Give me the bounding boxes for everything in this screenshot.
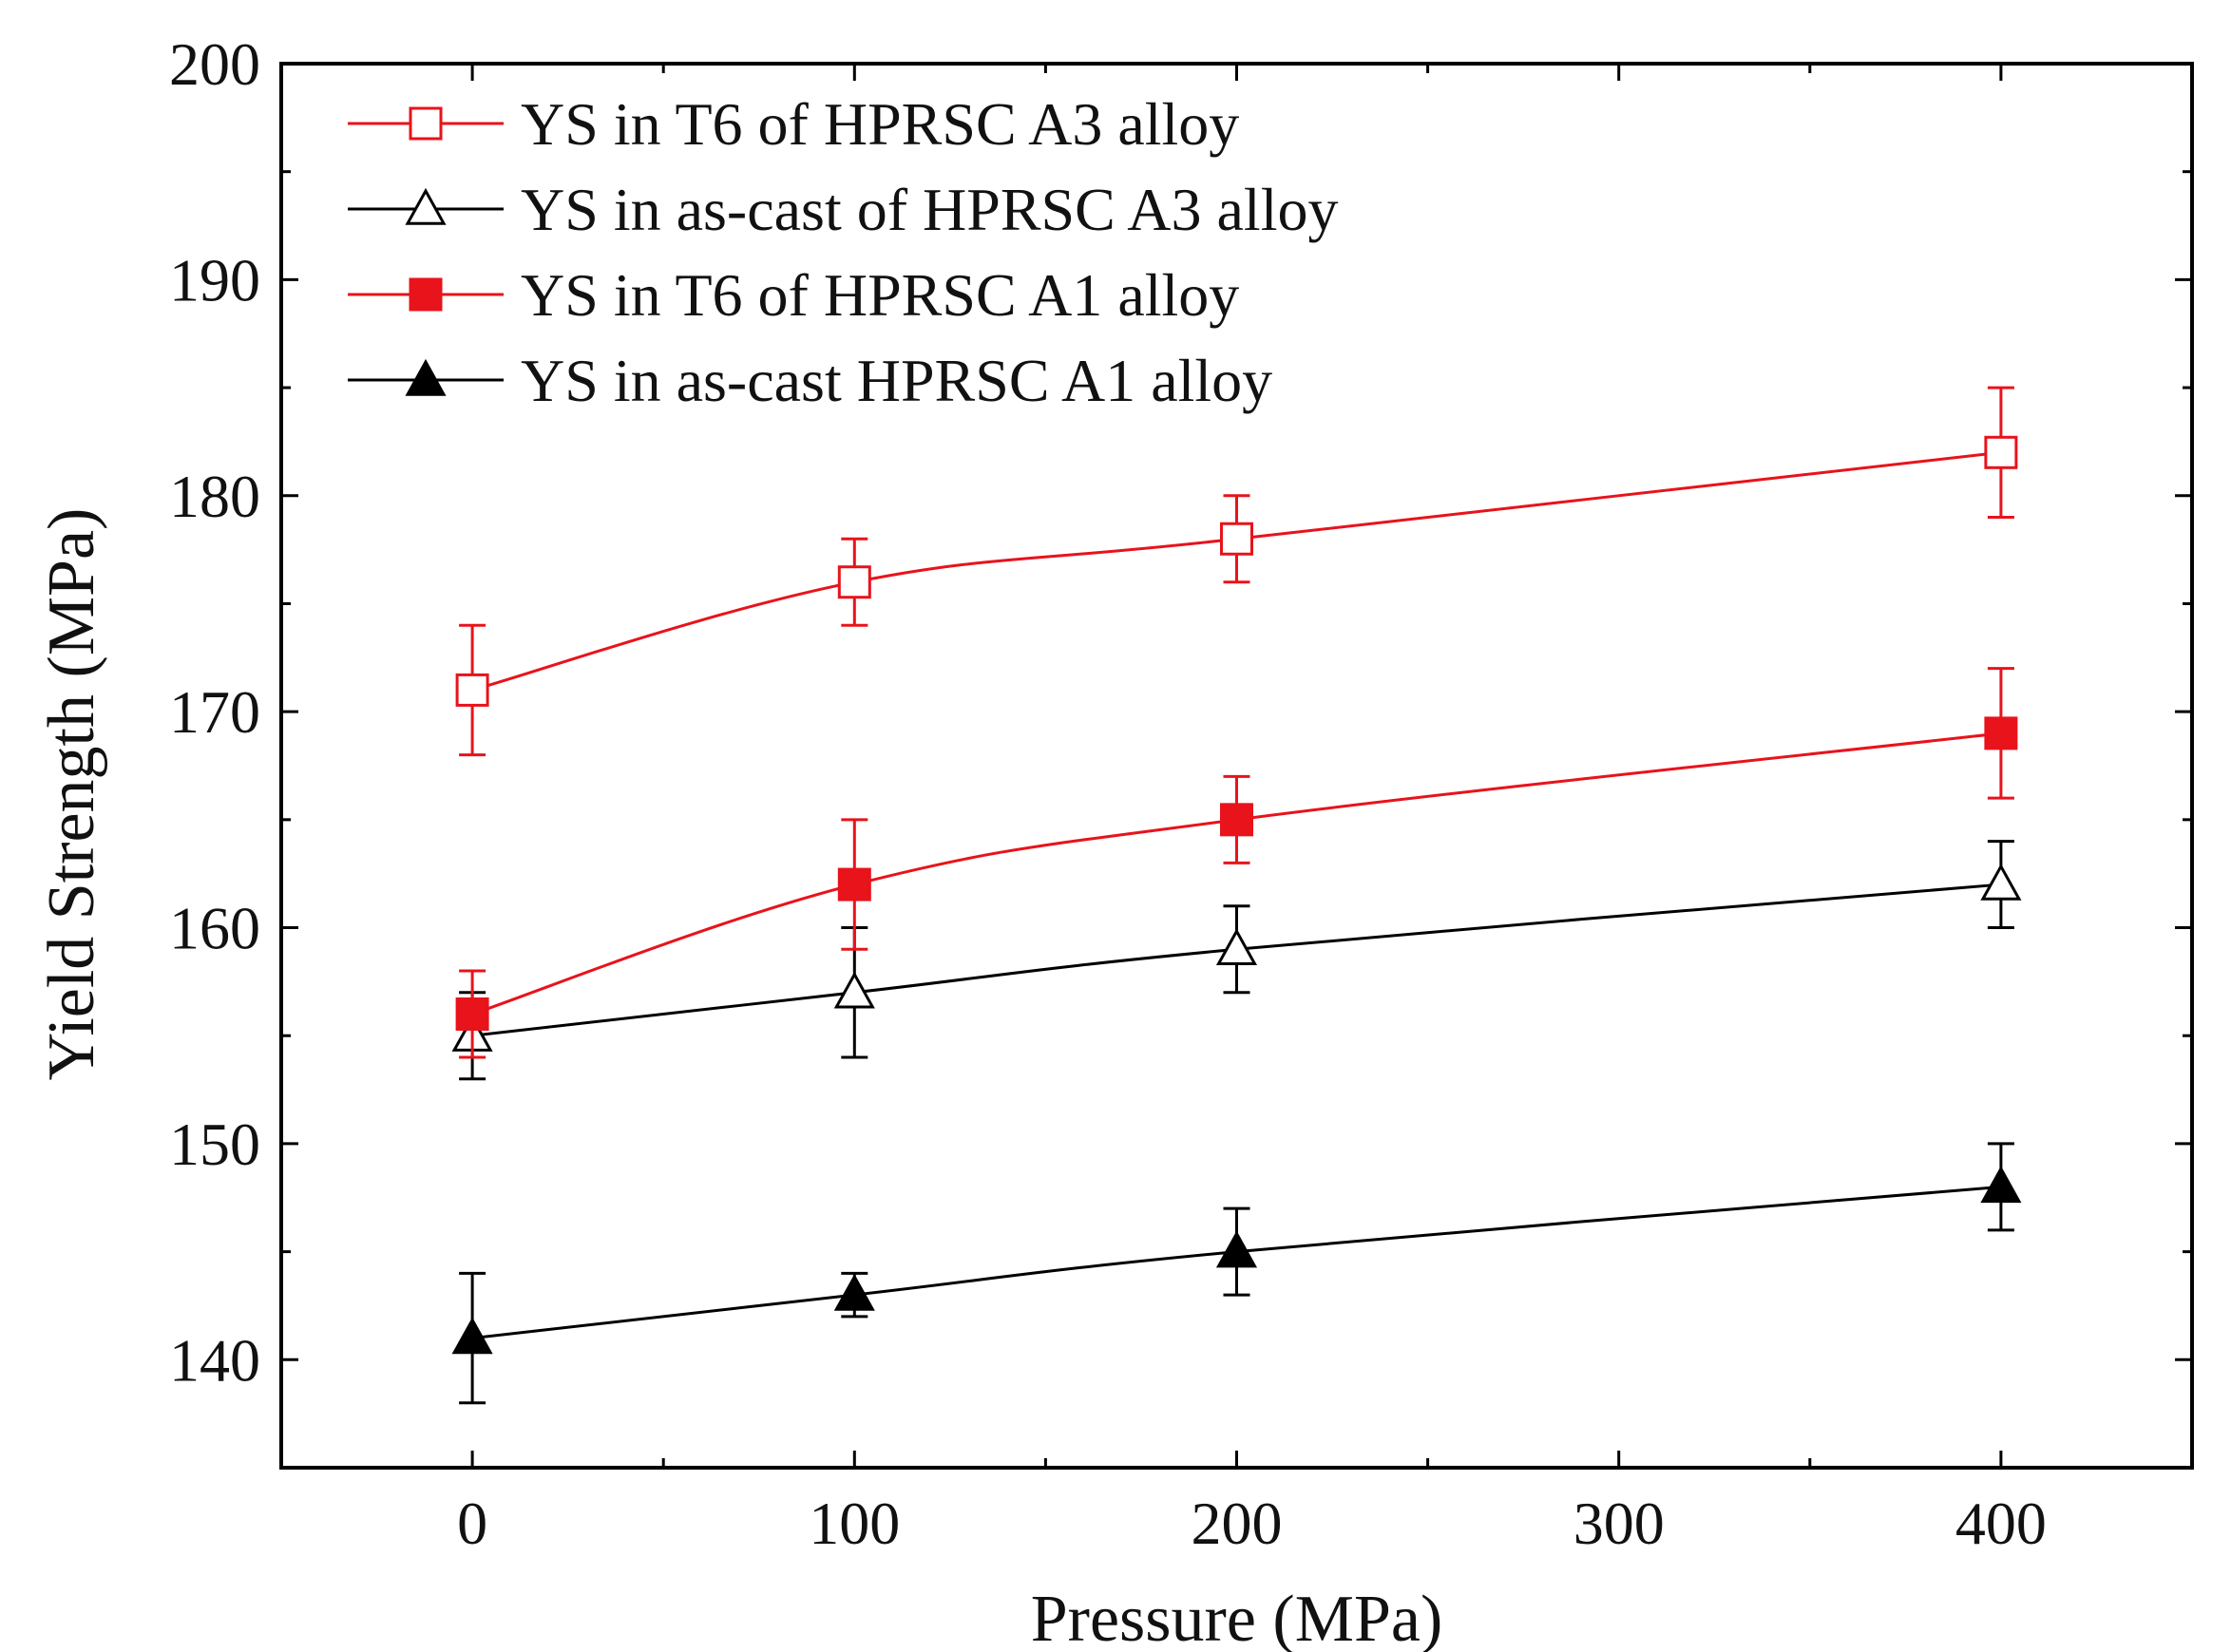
data-point	[833, 1274, 875, 1311]
legend-marker	[405, 187, 447, 225]
data-point	[455, 673, 489, 707]
y-tick-label: 140	[169, 1326, 260, 1394]
legend-label: YS in T6 of HPRSC A3 alloy	[521, 90, 1239, 158]
data-point	[833, 971, 875, 1009]
y-tick-label: 190	[169, 246, 260, 313]
data-point	[1220, 803, 1253, 837]
series-3	[455, 667, 2018, 1059]
data-point	[455, 997, 489, 1031]
x-tick-label: 400	[1955, 1490, 2047, 1557]
series-4	[451, 1142, 2022, 1405]
y-tick-label: 200	[169, 30, 260, 98]
legend-label: YS in T6 of HPRSC A1 alloy	[521, 261, 1239, 329]
y-axis: 140 150 160 170 180 190 200	[169, 30, 2192, 1394]
data-point	[1984, 435, 2018, 469]
legend-marker	[409, 106, 443, 141]
x-tick-label: 0	[457, 1490, 487, 1557]
data-point	[1984, 716, 2018, 750]
legend-item-2: YS in as-cast of HPRSC A3 alloy	[348, 176, 1338, 243]
y-tick-label: 180	[169, 463, 260, 530]
data-point	[1220, 522, 1253, 556]
data-point	[1980, 863, 2022, 901]
legend-item-3: YS in T6 of HPRSC A1 alloy	[348, 261, 1239, 329]
x-tick-label: 100	[809, 1490, 900, 1557]
data-point	[1980, 1166, 2022, 1204]
data-point	[1215, 928, 1258, 965]
y-tick-label: 150	[169, 1111, 260, 1178]
x-tick-label: 300	[1573, 1490, 1665, 1557]
series-line	[471, 731, 2002, 1016]
data-point	[837, 867, 871, 902]
x-tick-label: 200	[1192, 1490, 1283, 1557]
data-point	[1215, 1230, 1258, 1268]
data-point	[451, 1317, 493, 1355]
y-axis-title: Yield Strength (MPa)	[35, 508, 108, 1081]
legend-marker	[409, 277, 443, 312]
legend: YS in T6 of HPRSC A3 alloy YS in as-cast …	[348, 90, 1338, 414]
series-line	[471, 883, 2002, 1037]
series-line	[471, 450, 2002, 692]
series-line	[471, 1185, 2002, 1340]
y-tick-label: 160	[169, 895, 260, 962]
x-axis-title: Pressure (MPa)	[1031, 1583, 1443, 1652]
legend-item-1: YS in T6 of HPRSC A3 alloy	[348, 90, 1239, 158]
legend-marker	[405, 358, 447, 396]
series-layer	[451, 386, 2022, 1405]
x-axis: 0 100 200 300 400	[457, 64, 2047, 1557]
legend-label: YS in as-cast HPRSC A1 alloy	[521, 347, 1272, 414]
legend-item-4: YS in as-cast HPRSC A1 alloy	[348, 347, 1272, 414]
legend-label: YS in as-cast of HPRSC A3 alloy	[521, 176, 1338, 243]
series-1	[455, 386, 2018, 757]
data-point	[837, 565, 871, 599]
y-tick-label: 170	[169, 678, 260, 746]
series-2	[451, 840, 2022, 1081]
